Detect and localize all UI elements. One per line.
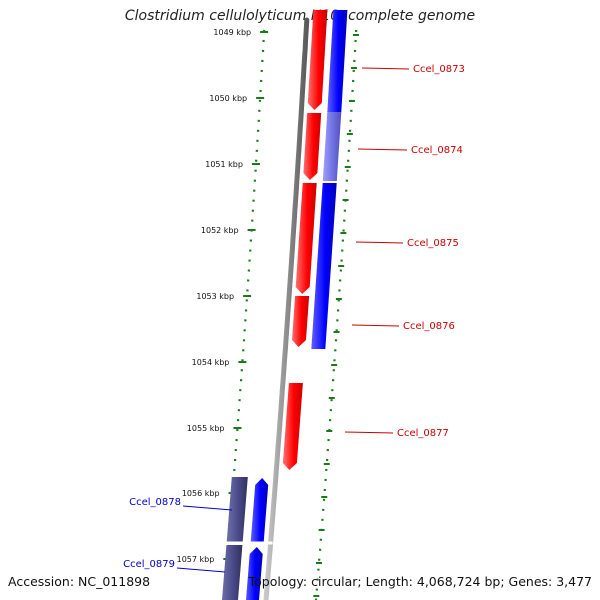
forward-gene-block	[303, 113, 322, 180]
gene-label: Ccel_0879	[123, 559, 175, 570]
reverse-gene-block	[250, 478, 269, 542]
scale-tick-label: 1057 kbp	[177, 555, 215, 564]
accession-label: Accession: NC_011898	[8, 574, 151, 589]
forward-gene-block	[292, 296, 310, 347]
reverse-gene-cds-block	[226, 477, 248, 542]
gene-leader-line	[182, 505, 233, 511]
forward-gene-cds-block	[322, 112, 342, 181]
forward-gene-cds-block	[311, 183, 337, 349]
scale-tick-label: 1052 kbp	[201, 226, 239, 235]
gene-leader-line	[357, 148, 408, 151]
scale-tick-label: 1054 kbp	[192, 358, 230, 367]
forward-gene-cds-block	[327, 10, 348, 112]
gene-leader-line	[176, 567, 226, 573]
scale-tick-label: 1056 kbp	[182, 489, 220, 498]
map-title: Clostridium cellulolyticum H10, complete…	[124, 8, 476, 24]
reverse-gene-block	[246, 547, 263, 600]
forward-gene-block	[282, 383, 303, 470]
genome-backbone	[263, 17, 310, 600]
gene-leader-line	[344, 431, 394, 434]
gene-label: Ccel_0873	[413, 64, 465, 75]
gene-label: Ccel_0874	[411, 145, 463, 156]
gene-leader-line	[351, 324, 400, 327]
scale-tick-label: 1051 kbp	[205, 160, 243, 169]
scale-tick-label: 1053 kbp	[196, 292, 234, 301]
scale-tick-label: 1049 kbp	[213, 28, 251, 37]
gene-leader-line	[361, 67, 410, 70]
forward-gene-block	[295, 183, 317, 294]
gene-label: Ccel_0877	[397, 428, 449, 439]
topology-summary: Topology: circular; Length: 4,068,724 bp…	[248, 574, 592, 589]
scale-tick-label: 1055 kbp	[187, 424, 225, 433]
gene-label: Ccel_0876	[403, 321, 455, 332]
reverse-gene-cds-block	[221, 545, 243, 600]
scale-tick-label: 1050 kbp	[209, 94, 247, 103]
gene-label: Ccel_0878	[129, 497, 181, 508]
forward-gene-block	[307, 10, 328, 110]
gene-leader-line	[355, 241, 404, 244]
gene-label: Ccel_0875	[407, 238, 459, 249]
